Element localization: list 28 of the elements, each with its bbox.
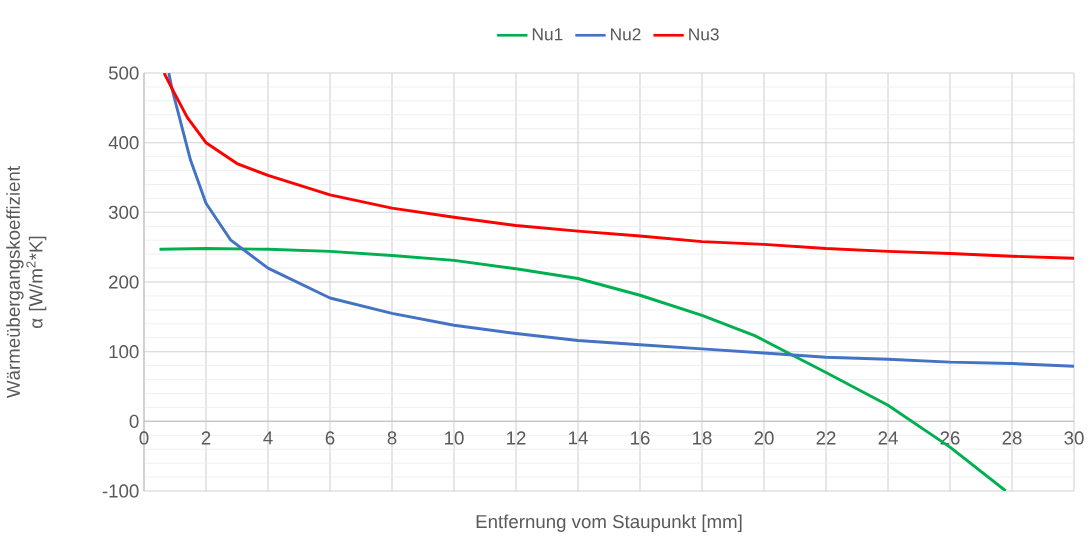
legend-label: Nu1 <box>532 28 563 41</box>
x-tick-label: 14 <box>569 431 588 445</box>
x-tick-label: 0 <box>139 431 149 445</box>
x-tick-label: 8 <box>387 431 397 445</box>
x-tick-label: 18 <box>693 431 712 445</box>
legend-label: Nu2 <box>611 28 641 41</box>
x-tick-label: 24 <box>878 431 898 445</box>
x-tick-label: 2 <box>201 431 211 445</box>
x-tick-label: 22 <box>816 431 836 445</box>
y-tick-label: -100 <box>102 484 139 498</box>
y-tick-label: 400 <box>108 135 139 150</box>
x-tick-label: 10 <box>445 431 464 445</box>
x-tick-label: 20 <box>754 431 774 445</box>
line-series <box>167 72 1075 368</box>
x-tick-label: 28 <box>1002 431 1022 445</box>
line-series <box>162 72 1075 260</box>
x-tick-label: 6 <box>325 431 335 445</box>
x-tick-label: 16 <box>631 431 650 445</box>
x-tick-label: 4 <box>263 431 273 445</box>
legend-label: Nu3 <box>689 28 719 41</box>
y-tick-label: 200 <box>109 275 139 289</box>
x-tick-label: 12 <box>507 431 526 445</box>
y-tick-label: 100 <box>109 344 139 359</box>
x-axis-title: Entfernung vom Staupunkt [mm] <box>476 514 742 532</box>
y-tick-label: 0 <box>129 414 139 428</box>
x-tick-label: 30 <box>1064 431 1084 445</box>
y-tick-label: 500 <box>108 66 139 80</box>
y-tick-label: 300 <box>108 205 139 219</box>
